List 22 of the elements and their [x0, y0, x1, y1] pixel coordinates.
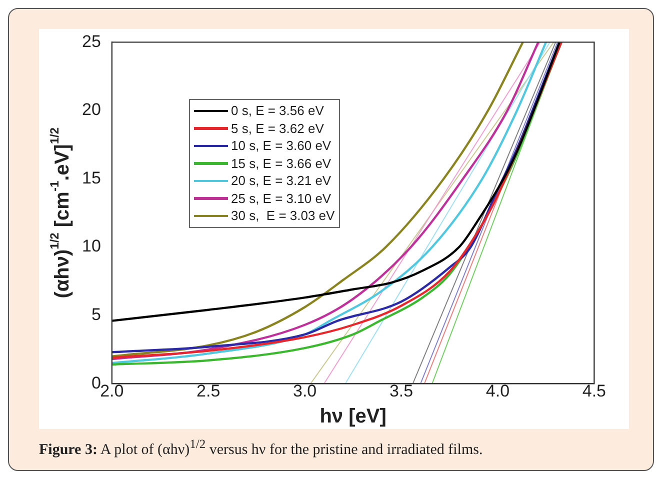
x-tick-label: 3.5 [389, 381, 414, 400]
y-axis-title: (αhν)1/2 [cm-1.eV]1/2 [47, 127, 74, 298]
y-tick-label: 5 [91, 305, 101, 324]
legend-label: 10 s, E = 3.60 eV [231, 137, 332, 154]
caption: Figure 3: A plot of (αhν)$^{1/2}$ versus hν for the pristine and irradiated films. [39, 437, 483, 459]
x-tick-label: 4.5 [582, 381, 606, 400]
legend-label: 15 s, E = 3.66 eV [231, 154, 332, 172]
y-tick-label: 15 [82, 168, 101, 188]
y-tick-label: 10 [82, 236, 101, 256]
y-tick-label: 25 [82, 32, 101, 51]
y-tick-label: 20 [82, 100, 101, 120]
legend-label: 0 s, E = 3.56 eV [231, 102, 324, 120]
x-tick-label: 3.0 [293, 381, 317, 400]
x-tick-label: 2.5 [196, 381, 220, 400]
legend-label: 20 s, E = 3.21 eV [231, 172, 332, 190]
x-tick-label: 4.0 [486, 381, 510, 400]
legend-label: 30 s, E = 3.03 eV [231, 207, 335, 224]
y-tick-label: 0 [91, 373, 101, 392]
x-tick-label: 2.0 [100, 381, 124, 400]
x-axis-title: hν [eV] [320, 406, 386, 428]
legend-label: 5 s, E = 3.62 eV [231, 120, 324, 137]
legend-label: 25 s, E = 3.10 eV [231, 190, 332, 207]
